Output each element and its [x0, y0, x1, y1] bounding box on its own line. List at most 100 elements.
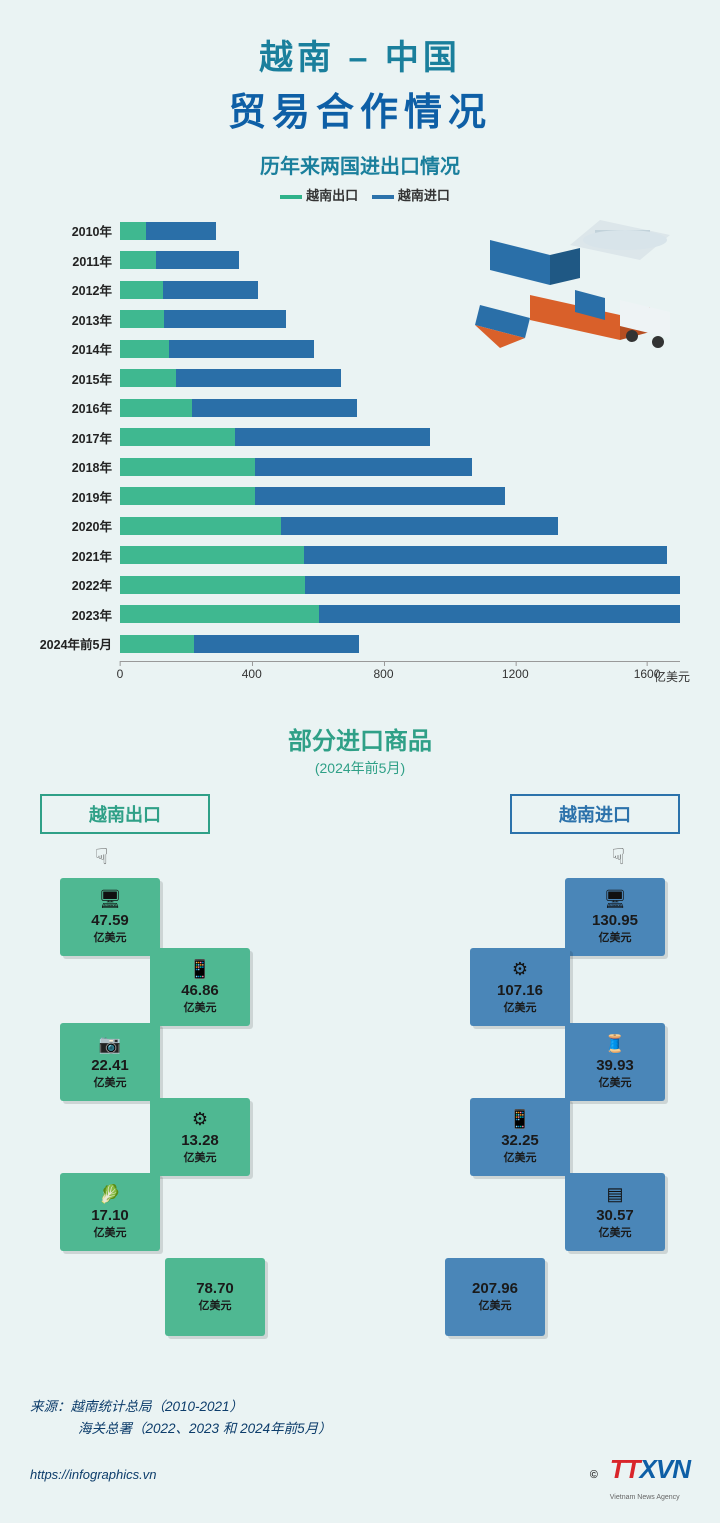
value-tile: 207.96亿美元: [445, 1258, 545, 1336]
pointer-icon: ☟: [375, 844, 625, 870]
title-line2: 贸易合作情况: [30, 81, 690, 136]
export-tiles: 🖥47.59亿美元📱46.86亿美元📷22.41亿美元⚙13.28亿美元🥬17.…: [40, 878, 345, 1378]
bar-import: [156, 251, 238, 269]
tile-value: 32.25: [501, 1132, 539, 1149]
y-label: 2017年: [30, 428, 112, 447]
export-column: 越南出口 ☟ 🖥47.59亿美元📱46.86亿美元📷22.41亿美元⚙13.28…: [40, 794, 345, 1378]
x-tick: 400: [242, 661, 262, 681]
value-tile: 📱46.86亿美元: [150, 948, 250, 1026]
y-label: 2011年: [30, 251, 112, 270]
title-line1: 越南 – 中国: [30, 30, 690, 79]
x-tick: 0: [117, 661, 124, 681]
bar-export: [120, 458, 255, 476]
source-url: https://infographics.vn: [30, 1464, 156, 1486]
tile-unit: 亿美元: [599, 1224, 632, 1240]
bar-export: [120, 222, 146, 240]
value-tile: 🖥130.95亿美元: [565, 878, 665, 956]
bar-import: [255, 487, 505, 505]
tile-unit: 亿美元: [599, 929, 632, 945]
camera-icon: 📷: [99, 1034, 121, 1055]
y-label: 2019年: [30, 487, 112, 506]
bar-export: [120, 399, 192, 417]
tile-value: 30.57: [596, 1207, 634, 1224]
computer-icon: 🖥: [604, 889, 627, 910]
value-tile: 📱 32.25亿美元: [470, 1098, 570, 1176]
bar-import: [192, 399, 357, 417]
tile-unit: 亿美元: [504, 1149, 537, 1165]
copyright-icon: ©: [590, 1466, 598, 1485]
legend-swatch-import: [372, 195, 394, 199]
value-tile: 🥬17.10亿美元: [60, 1173, 160, 1251]
y-label: 2023年: [30, 605, 112, 624]
gear-icon: ⚙: [512, 959, 528, 980]
tile-unit: 亿美元: [199, 1297, 232, 1313]
section2-title: 部分进口商品: [30, 721, 690, 756]
tile-value: 47.59: [91, 912, 129, 929]
chart-subtitle: 历年来两国进出口情况: [30, 150, 690, 179]
value-tile: 78.70亿美元: [165, 1258, 265, 1336]
gear-icon: ⚙: [192, 1109, 208, 1130]
source-line2: 海关总署（2022、2023 和 2024年前5月）: [30, 1418, 690, 1441]
x-axis: 040080012001600亿美元: [120, 661, 680, 691]
y-label: 2018年: [30, 457, 112, 476]
logo-subtitle: Vietnam News Agency: [610, 1492, 690, 1504]
steel-icon: ▤: [606, 1184, 623, 1205]
tile-value: 22.41: [91, 1057, 129, 1074]
bar-export: [120, 517, 281, 535]
tile-unit: 亿美元: [94, 1224, 127, 1240]
axis-unit: 亿美元: [654, 668, 690, 685]
tile-unit: 亿美元: [184, 999, 217, 1015]
bar-import: [305, 576, 680, 594]
bar-import: [194, 635, 359, 653]
trade-illustration-icon: [460, 200, 680, 350]
import-tiles: 🖥130.95亿美元⚙107.16亿美元🧵39.93亿美元📱32.25亿美元▤3…: [375, 878, 680, 1378]
x-tick: 1200: [502, 661, 529, 681]
legend-label-import: 越南进口: [398, 188, 450, 203]
y-label: 2010年: [30, 221, 112, 240]
value-tile: ⚙107.16亿美元: [470, 948, 570, 1026]
tile-unit: 亿美元: [94, 929, 127, 945]
bar-import: [304, 546, 666, 564]
tile-unit: 亿美元: [599, 1074, 632, 1090]
tile-unit: 亿美元: [94, 1074, 127, 1090]
phone-icon: 📱: [509, 1109, 531, 1130]
y-label: 2016年: [30, 398, 112, 417]
y-label: 2012年: [30, 280, 112, 299]
tile-unit: 亿美元: [504, 999, 537, 1015]
tile-value: 17.10: [91, 1207, 129, 1224]
bar-export: [120, 487, 255, 505]
tile-value: 39.93: [596, 1057, 634, 1074]
legend-label-export: 越南出口: [306, 188, 358, 203]
bar-import: [164, 310, 286, 328]
bar-export: [120, 428, 235, 446]
y-label: 2022年: [30, 575, 112, 594]
legend-swatch-export: [280, 195, 302, 199]
value-tile: 🖥47.59亿美元: [60, 878, 160, 956]
export-header: 越南出口: [40, 794, 210, 834]
bar-import: [319, 605, 680, 623]
bar-import: [176, 369, 341, 387]
y-label: 2013年: [30, 310, 112, 329]
bar-export: [120, 340, 169, 358]
y-label: 2024年前5月: [30, 634, 112, 653]
bar-export: [120, 605, 319, 623]
bar-export: [120, 369, 176, 387]
x-tick: 800: [374, 661, 394, 681]
tile-value: 207.96: [472, 1280, 518, 1297]
section2-subtitle: (2024年前5月): [30, 758, 690, 778]
bar-export: [120, 281, 163, 299]
import-column: 越南进口 ☟ 🖥130.95亿美元⚙107.16亿美元🧵39.93亿美元📱32.…: [375, 794, 680, 1378]
bar-import: [163, 281, 259, 299]
y-label: 2020年: [30, 516, 112, 535]
y-label: 2021年: [30, 546, 112, 565]
bar-export: [120, 576, 305, 594]
pointer-icon: ☟: [95, 844, 345, 870]
phone-icon: 📱: [189, 959, 211, 980]
bar-export: [120, 546, 304, 564]
bar-export: [120, 635, 194, 653]
tile-value: 78.70: [196, 1280, 234, 1297]
agency-logo: © TTXVN Vietnam News Agency: [590, 1447, 690, 1503]
bar-import: [235, 428, 429, 446]
section2-header: 部分进口商品 (2024年前5月): [30, 721, 690, 778]
footer: 来源：越南统计总局（2010-2021） 海关总署（2022、2023 和 20…: [30, 1396, 690, 1504]
